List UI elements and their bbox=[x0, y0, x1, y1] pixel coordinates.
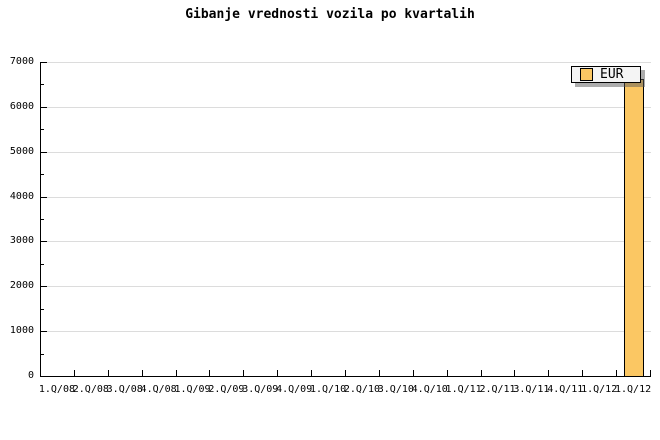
y-tick-label: 5000 bbox=[9, 145, 34, 157]
y-tick-label: 3000 bbox=[9, 235, 34, 247]
x-tick-label: 4.Q/10 bbox=[411, 384, 448, 395]
value-bar-1.Q/12 bbox=[624, 78, 645, 376]
x-tick-label: 3.Q/11 bbox=[513, 384, 550, 395]
y-major-tick bbox=[41, 106, 47, 108]
x-boundary-tick bbox=[73, 370, 75, 376]
y-minor-tick bbox=[41, 219, 44, 220]
y-gridline bbox=[41, 286, 651, 288]
x-boundary-tick bbox=[446, 370, 448, 376]
x-tick-label: 4.Q/11 bbox=[547, 384, 584, 395]
y-gridline bbox=[41, 62, 651, 63]
x-boundary-tick bbox=[141, 370, 143, 376]
y-minor-tick bbox=[41, 263, 44, 265]
x-axis-labels: 1.Q/08 2.Q/08 3.Q/08 4.Q/08 1.Q/09 2.Q/09 3.Q/… bbox=[38, 376, 652, 396]
legend-swatch-eur bbox=[580, 68, 593, 81]
x-tick-label: 4.Q/09 bbox=[276, 384, 313, 395]
y-major-tick bbox=[41, 196, 47, 198]
x-tick-label: 1.Q/10 bbox=[309, 384, 347, 395]
chart-title: Gibanje vrednosti vozila po kvartalih bbox=[185, 7, 475, 22]
y-minor-tick bbox=[41, 84, 44, 86]
x-boundary-tick bbox=[582, 370, 584, 376]
y-tick-label: 1000 bbox=[9, 325, 34, 337]
x-tick-label: 2.Q/09 bbox=[208, 384, 245, 395]
x-tick-label: 1.Q/09 bbox=[174, 384, 211, 395]
y-major-tick bbox=[41, 331, 47, 333]
x-boundary-tick bbox=[412, 370, 414, 376]
x-boundary-tick bbox=[548, 370, 550, 376]
y-gridline bbox=[41, 106, 651, 108]
y-gridline bbox=[41, 151, 651, 153]
y-major-tick bbox=[41, 151, 47, 153]
x-boundary-tick bbox=[480, 370, 482, 376]
x-tick-label: 2.Q/08 bbox=[72, 384, 109, 395]
x-boundary-tick bbox=[175, 370, 177, 376]
x-tick-label: 3.Q/08 bbox=[106, 384, 143, 395]
x-tick-label: 1.Q/12 bbox=[581, 384, 618, 395]
y-gridline bbox=[41, 331, 651, 333]
x-tick-label: 1.Q/12 bbox=[614, 384, 652, 395]
y-tick-label: 0 bbox=[27, 370, 34, 381]
y-tick-label: 7000 bbox=[9, 56, 34, 67]
legend: EUR bbox=[571, 66, 641, 83]
y-major-tick bbox=[41, 241, 47, 243]
x-tick-label: 4.Q/08 bbox=[140, 384, 177, 395]
x-tick-label: 3.Q/09 bbox=[242, 384, 279, 395]
x-tick-label: 2.Q/11 bbox=[479, 384, 516, 395]
x-boundary-tick bbox=[209, 370, 211, 376]
x-boundary-tick bbox=[243, 370, 245, 376]
x-boundary-tick bbox=[277, 370, 279, 376]
x-tick-label: 1.Q/08 bbox=[38, 384, 75, 395]
x-boundary-tick bbox=[345, 370, 346, 376]
y-gridline bbox=[41, 241, 651, 243]
x-tick-label: 2.Q/10 bbox=[343, 384, 380, 395]
x-boundary-tick bbox=[514, 370, 516, 376]
y-tick-label: 6000 bbox=[9, 100, 34, 112]
y-minor-tick bbox=[41, 174, 44, 176]
y-minor-tick bbox=[41, 308, 44, 310]
x-boundary-tick bbox=[311, 370, 313, 376]
plot-area bbox=[40, 62, 651, 377]
x-boundary-tick bbox=[378, 370, 380, 376]
x-boundary-tick bbox=[107, 370, 109, 376]
y-major-tick bbox=[41, 62, 47, 63]
y-major-tick bbox=[41, 286, 47, 288]
y-minor-tick bbox=[41, 129, 44, 131]
y-gridline bbox=[41, 196, 651, 198]
y-axis-labels: 0 1000 2000 3000 4000 5000 6000 7000 bbox=[0, 56, 34, 381]
legend-label: EUR bbox=[600, 67, 624, 82]
x-boundary-tick bbox=[616, 370, 618, 376]
y-tick-label: 4000 bbox=[9, 190, 34, 202]
y-tick-label: 2000 bbox=[9, 280, 34, 292]
x-tick-label: 3.Q/10 bbox=[377, 384, 414, 395]
y-minor-tick bbox=[41, 353, 44, 355]
x-boundary-tick bbox=[650, 370, 651, 376]
x-tick-label: 1.Q/11 bbox=[445, 384, 482, 395]
